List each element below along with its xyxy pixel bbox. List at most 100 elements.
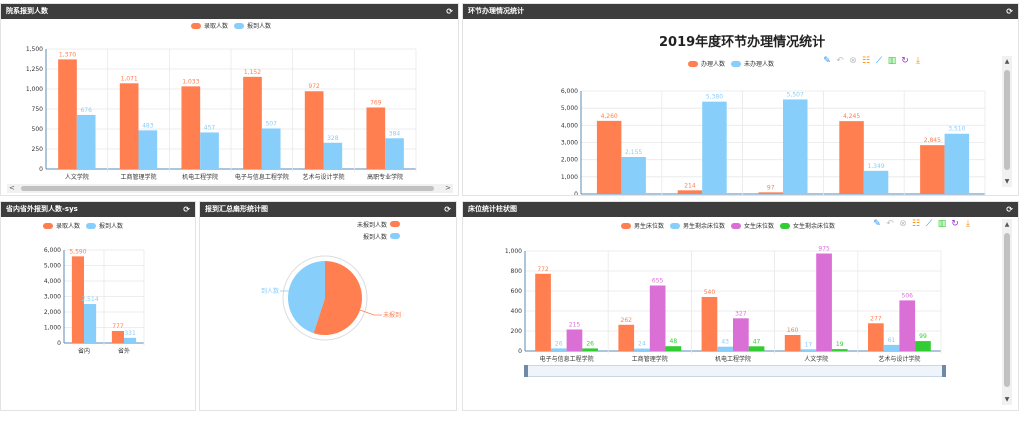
zoom-handle-right[interactable] — [942, 365, 946, 377]
refresh-icon[interactable]: ⟳ — [444, 205, 451, 214]
mark-icon[interactable]: ✎ — [823, 56, 831, 66]
legend-item[interactable]: 报到人数 — [357, 232, 400, 244]
restore-icon[interactable]: ↻ — [901, 56, 909, 66]
mark-clear-icon[interactable]: ⊗ — [849, 56, 857, 66]
bar-chart-icon[interactable]: ▥ — [887, 56, 897, 66]
bar-chart-icon[interactable]: ▥ — [937, 219, 947, 229]
y-tick-label: 4,000 — [44, 278, 61, 285]
legend-item[interactable]: 录取人数 — [43, 221, 80, 230]
data-label: 327 — [735, 310, 747, 317]
scroll-up-icon[interactable]: ▲ — [1004, 221, 1010, 228]
data-label: 769 — [370, 99, 382, 106]
scrollbar-thumb[interactable] — [1004, 70, 1010, 170]
bar — [535, 273, 551, 351]
bar — [119, 83, 139, 169]
data-label: 777 — [112, 323, 124, 330]
legend-swatch — [390, 221, 400, 227]
refresh-icon[interactable]: ⟳ — [1006, 7, 1013, 16]
chart-legend[interactable]: 男生床位数 男生剩余床位数 女生床位数 女生剩余床位数 — [621, 221, 841, 231]
scrollbar-thumb[interactable] — [1004, 233, 1010, 387]
scroll-up-icon[interactable]: ▲ — [1004, 58, 1010, 65]
scroll-down-icon[interactable]: ▼ — [1004, 178, 1010, 185]
pie-legend[interactable]: 未报到人数 报到人数 — [357, 220, 400, 244]
chart-legend[interactable]: 录取人数 报到人数 — [43, 221, 129, 231]
data-label: 1,370 — [59, 51, 76, 58]
legend-swatch — [731, 60, 742, 67]
legend-swatch — [390, 233, 400, 239]
bar — [863, 170, 889, 194]
zoom-handle-left[interactable] — [524, 365, 528, 377]
bar — [816, 253, 832, 351]
stage-panel: 环节办理情况统计 ⟳ 2019年度环节办理情况统计 办理人数 未办理人数 ✎ ↶ ⊗ ☷… — [462, 3, 1019, 196]
data-label: 506 — [902, 292, 914, 299]
data-view-icon[interactable]: ☷ — [861, 56, 871, 66]
bar — [76, 114, 96, 169]
horizontal-scrollbar[interactable]: < > — [7, 184, 453, 193]
summary-panel: 报到汇总扇形统计图 ⟳ 未报到人数 报到人数 未报到 到人数 — [199, 201, 457, 411]
y-tick-label: 400 — [511, 308, 523, 315]
vertical-scrollbar[interactable]: ▲ ▼ — [1002, 219, 1012, 405]
panel-title: 环节办理情况统计 — [468, 7, 524, 15]
refresh-icon[interactable]: ⟳ — [1006, 205, 1013, 214]
stage-bar-chart: 01,0002,0003,0004,0005,0006,000缴费办理绿色通道申… — [561, 88, 986, 196]
bar — [385, 138, 404, 169]
legend-item[interactable]: 未办理人数 — [731, 59, 774, 68]
data-label: 772 — [537, 266, 549, 273]
mark-icon[interactable]: ✎ — [873, 219, 881, 229]
data-zoom-slider[interactable] — [524, 365, 946, 377]
scroll-left-icon[interactable]: < — [9, 184, 15, 192]
chart-legend[interactable]: 录取人数 报到人数 — [191, 21, 277, 31]
y-tick-label: 0 — [574, 191, 578, 196]
x-tick-label: 高职专业学院 — [367, 173, 403, 181]
save-image-icon[interactable]: ⤓ — [916, 56, 920, 66]
mark-clear-icon[interactable]: ⊗ — [899, 219, 907, 229]
y-tick-label: 0 — [57, 340, 61, 347]
scroll-right-icon[interactable]: > — [445, 184, 451, 192]
legend-item[interactable]: 未报到人数 — [357, 220, 400, 232]
line-chart-icon[interactable]: ⟋ — [875, 56, 883, 66]
x-tick-label: 省内 — [78, 347, 90, 355]
y-tick-label: 250 — [32, 146, 44, 153]
refresh-icon[interactable]: ⟳ — [446, 7, 453, 16]
mark-undo-icon[interactable]: ↶ — [886, 219, 894, 229]
bar — [920, 145, 945, 194]
bar — [566, 329, 583, 351]
x-tick-label: 人文学院 — [65, 173, 89, 181]
data-label: 507 — [265, 120, 277, 127]
legend-label: 报到人数 — [99, 223, 124, 230]
y-tick-label: 1,500 — [26, 46, 43, 53]
bar — [915, 341, 931, 351]
legend-item[interactable]: 报到人数 — [234, 21, 271, 30]
legend-swatch — [688, 60, 698, 67]
save-image-icon[interactable]: ⤓ — [966, 219, 970, 229]
data-label: 26 — [555, 340, 563, 347]
legend-item[interactable]: 办理人数 — [688, 59, 725, 68]
data-label: 457 — [204, 124, 216, 131]
legend-item[interactable]: 女生床位数 — [731, 221, 774, 230]
legend-item[interactable]: 男生床位数 — [621, 221, 664, 230]
legend-item[interactable]: 报到人数 — [86, 221, 123, 230]
scrollbar-thumb[interactable] — [21, 186, 434, 191]
bar — [181, 86, 201, 169]
restore-icon[interactable]: ↻ — [951, 219, 959, 229]
bar — [717, 346, 733, 351]
refresh-icon[interactable]: ⟳ — [183, 205, 190, 214]
legend-item[interactable]: 录取人数 — [191, 21, 228, 30]
chart-toolbox: ✎ ↶ ⊗ ☷ ⟋ ▥ ↻ ⤓ — [819, 56, 923, 66]
y-tick-label: 200 — [511, 328, 523, 335]
legend-swatch — [43, 222, 53, 229]
data-label: 26 — [586, 340, 594, 347]
scroll-down-icon[interactable]: ▼ — [1004, 396, 1010, 403]
data-label: 2,155 — [625, 149, 642, 156]
vertical-scrollbar[interactable]: ▲ ▼ — [1002, 56, 1012, 187]
mark-undo-icon[interactable]: ↶ — [836, 56, 844, 66]
data-label: 655 — [652, 278, 664, 285]
data-view-icon[interactable]: ☷ — [911, 219, 921, 229]
data-label: 540 — [704, 289, 716, 296]
legend-item[interactable]: 男生剩余床位数 — [670, 221, 725, 230]
legend-item[interactable]: 女生剩余床位数 — [780, 221, 835, 230]
y-tick-label: 3,000 — [561, 140, 578, 147]
line-chart-icon[interactable]: ⟋ — [925, 219, 933, 229]
data-label: 24 — [638, 341, 646, 348]
chart-legend[interactable]: 办理人数 未办理人数 — [688, 59, 780, 69]
